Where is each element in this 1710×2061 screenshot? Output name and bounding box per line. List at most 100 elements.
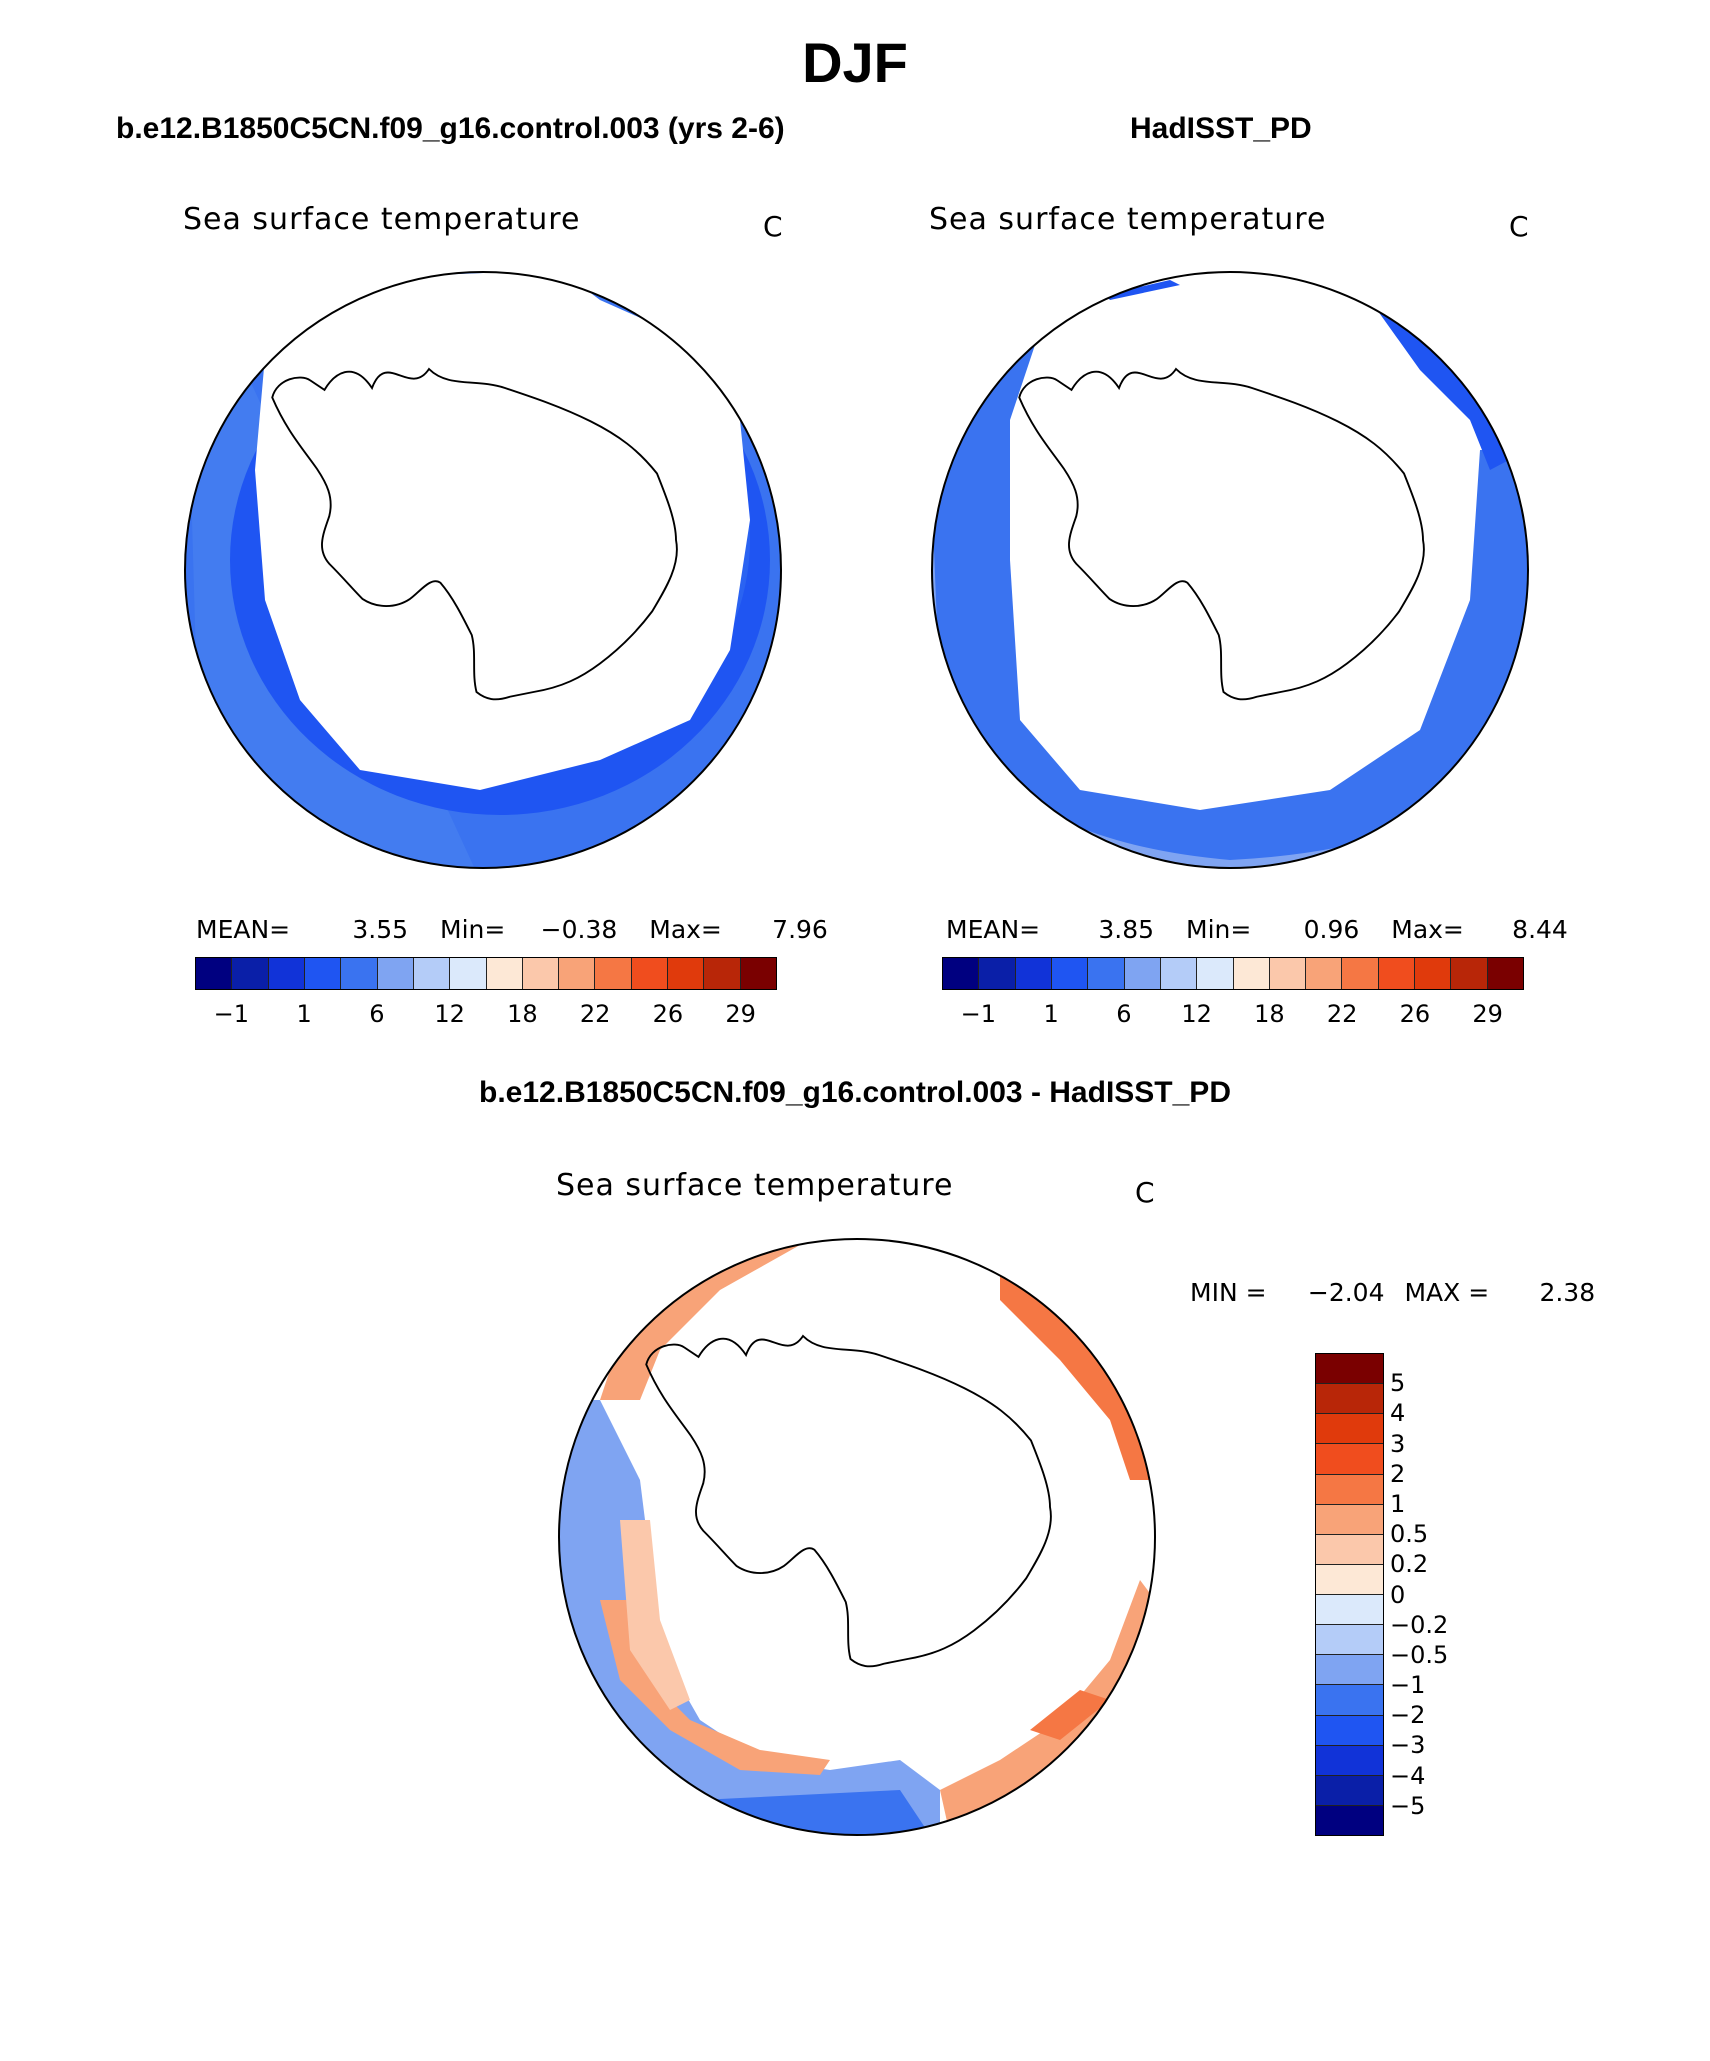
colorbar-swatch [1233, 958, 1270, 989]
colorbar-labels-left: −1 1 6 12 18 22 26 29 [195, 1000, 777, 1030]
colorbar-tick-label: 1 [296, 1000, 312, 1028]
var-title-left: Sea surface temperature [183, 202, 581, 237]
map-diff [558, 1238, 1156, 1836]
colorbar-tick-label: 3 [1390, 1429, 1406, 1458]
colorbar-tick-label: 12 [1181, 1000, 1212, 1028]
colorbar-tick-label: −1 [1390, 1671, 1426, 1700]
min-label-right: Min= [1186, 915, 1252, 944]
mean-value-left: 3.55 [352, 915, 409, 944]
colorbar-swatch [668, 958, 705, 989]
colorbar-swatch [1316, 1805, 1383, 1835]
colorbar-swatch [1124, 958, 1161, 989]
min-value-left: −0.38 [540, 915, 618, 944]
min-value-right: 0.96 [1303, 915, 1360, 944]
colorbar-labels-right: −1 1 6 12 18 22 26 29 [942, 1000, 1524, 1030]
max-label-diff: MAX = [1404, 1278, 1490, 1307]
colorbar-swatch [1088, 958, 1125, 989]
colorbar-tick-label: 4 [1390, 1399, 1406, 1428]
case-title-diff: b.e12.B1850C5CN.f09_g16.control.003 - Ha… [479, 1076, 1231, 1109]
colorbar-tick-label: 0.5 [1390, 1520, 1429, 1549]
colorbar-tick-label: −2 [1390, 1701, 1426, 1730]
colorbar-swatch [1316, 1685, 1383, 1716]
min-label-left: Min= [440, 915, 506, 944]
var-title-diff: Sea surface temperature [556, 1168, 954, 1203]
colorbar-tick-label: −0.2 [1390, 1610, 1449, 1639]
season-title: DJF [802, 31, 908, 94]
colorbar-tick-label: 18 [1254, 1000, 1285, 1028]
colorbar-tick-label: 2 [1390, 1459, 1406, 1488]
colorbar-swatch [268, 958, 305, 989]
units-left: C [763, 210, 783, 243]
colorbar-swatch [1306, 958, 1343, 989]
units-diff: C [1135, 1176, 1155, 1209]
colorbar-swatch [943, 958, 980, 989]
colorbar-tick-label: 22 [579, 1000, 611, 1028]
mean-label-left: MEAN= [196, 915, 291, 944]
colorbar-swatch [1342, 958, 1379, 989]
colorbar-swatch [631, 958, 669, 989]
colorbar-swatch [377, 958, 414, 989]
colorbar-swatch [1316, 1354, 1383, 1385]
colorbar-tick-label: −1 [213, 1000, 250, 1028]
colorbar-tick-label: 29 [725, 1000, 756, 1028]
colorbar-diff [1315, 1353, 1384, 1836]
mean-value-right: 3.85 [1098, 915, 1155, 944]
colorbar-swatch [1451, 958, 1488, 989]
colorbar-swatch [1316, 1444, 1383, 1475]
colorbar-tick-label: 22 [1326, 1000, 1358, 1028]
colorbar-swatch [979, 958, 1016, 989]
colorbar-tick-label: 5 [1390, 1369, 1406, 1398]
map-left [184, 271, 782, 869]
mean-label-right: MEAN= [946, 915, 1041, 944]
colorbar-tick-label: −3 [1390, 1731, 1426, 1760]
colorbar-swatch [1378, 958, 1416, 989]
colorbar-tick-label: 0 [1390, 1580, 1406, 1609]
colorbar-tick-label: 6 [369, 1000, 385, 1028]
stats-left: MEAN= 3.55 Min= −0.38 Max= 7.96 [196, 915, 828, 944]
colorbar-swatch [1316, 1745, 1383, 1776]
colorbar-swatch [1316, 1775, 1383, 1806]
colorbar-swatch [196, 958, 233, 989]
stats-diff: MIN = −2.04 MAX = 2.38 [1190, 1278, 1595, 1307]
colorbar-swatch [1487, 958, 1523, 989]
colorbar-tick-label: 1 [1390, 1489, 1406, 1518]
colorbar-swatch [1316, 1715, 1383, 1746]
max-label-left: Max= [649, 915, 722, 944]
colorbar-swatch [1316, 1625, 1383, 1656]
colorbar-swatch [450, 958, 487, 989]
colorbar-swatch [1160, 958, 1198, 989]
colorbar-swatch [1269, 958, 1307, 989]
max-value-left: 7.96 [772, 915, 828, 944]
colorbar-left [195, 957, 777, 990]
colorbar-swatch [413, 958, 451, 989]
colorbar-swatch [1316, 1384, 1383, 1415]
colorbar-swatch [1051, 958, 1089, 989]
colorbar-tick-label: 6 [1116, 1000, 1132, 1028]
colorbar-swatch [1415, 958, 1452, 989]
colorbar-swatch [740, 958, 776, 989]
min-value-diff: −2.04 [1307, 1278, 1385, 1307]
min-label-diff: MIN = [1190, 1278, 1267, 1307]
colorbar-tick-label: 12 [434, 1000, 465, 1028]
colorbar-tick-label: −0.5 [1390, 1640, 1449, 1669]
colorbar-swatch [304, 958, 342, 989]
colorbar-swatch [559, 958, 596, 989]
colorbar-tick-label: 0.2 [1390, 1550, 1429, 1579]
max-value-right: 8.44 [1512, 915, 1568, 944]
units-right: C [1509, 210, 1529, 243]
colorbar-swatch [232, 958, 269, 989]
map-right [931, 271, 1529, 869]
colorbar-tick-label: −4 [1390, 1761, 1426, 1790]
colorbar-tick-label: 26 [1399, 1000, 1431, 1028]
stats-right: MEAN= 3.85 Min= 0.96 Max= 8.44 [946, 915, 1568, 944]
case-title-left: b.e12.B1850C5CN.f09_g16.control.003 (yrs… [116, 112, 785, 145]
colorbar-swatch [704, 958, 741, 989]
colorbar-swatch [1316, 1414, 1383, 1445]
colorbar-swatch [341, 958, 378, 989]
case-title-right: HadISST_PD [1130, 112, 1312, 145]
colorbar-swatch [1316, 1534, 1383, 1565]
colorbar-tick-label: −5 [1390, 1791, 1426, 1820]
var-title-right: Sea surface temperature [929, 202, 1327, 237]
colorbar-swatch [1316, 1655, 1383, 1686]
colorbar-tick-label: 18 [507, 1000, 538, 1028]
